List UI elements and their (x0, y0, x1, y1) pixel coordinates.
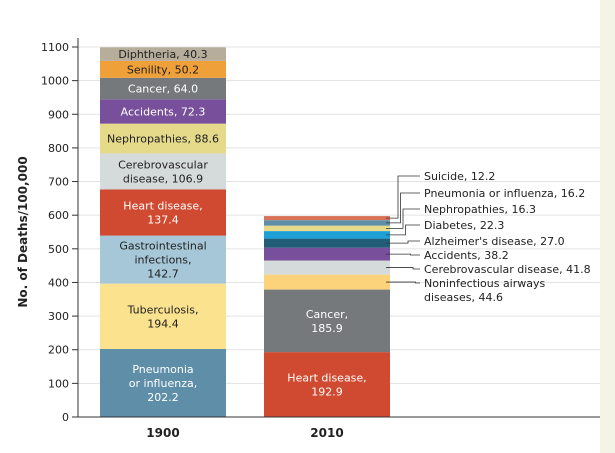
y-tick-label: 1100 (41, 41, 69, 54)
bar-segment (100, 123, 226, 154)
y-tick-label: 1000 (41, 75, 69, 88)
bar-segment (264, 220, 390, 226)
bars: Pneumonia or influenza, 202.2 Tuberculosis,… (100, 47, 390, 417)
bar-segment (100, 153, 226, 190)
bar-segment (100, 283, 226, 349)
callout-line (386, 175, 420, 219)
bar-segment (100, 189, 226, 236)
segment-label: Heart disease, 137.4 (123, 199, 202, 226)
segment-label: Gastrointestinal infections, 142.7 (119, 240, 206, 281)
segment-label: Diphtheria, 40.3 (118, 48, 207, 61)
bar-segment (264, 289, 390, 353)
bar-segment (264, 274, 390, 290)
callout-label: Nephropathies, 16.3 (424, 203, 536, 216)
bar-segment (264, 260, 390, 275)
callout-line (386, 240, 420, 244)
bar-segment (264, 231, 390, 239)
callout-line (386, 224, 420, 236)
bar-segment (100, 77, 226, 100)
segment-label: Nephropathies, 88.6 (107, 133, 219, 146)
axes: 0 100 200 300 400 500 600 700 800 900 1000 1100 1900… (41, 38, 600, 440)
bar-segment (100, 60, 226, 78)
bar-segment (264, 216, 390, 221)
callout-label: Accidents, 38.2 (424, 249, 509, 262)
y-tick-label: 100 (48, 377, 69, 390)
y-tick-label: 900 (48, 108, 69, 121)
callout-label: Pneumonia or influenza, 16.2 (424, 187, 585, 200)
right-margin (600, 0, 615, 453)
callout-line (386, 281, 420, 284)
segment-label: Heart disease, 192.9 (287, 372, 366, 399)
bar-segment (100, 348, 226, 417)
segment-label: Accidents, 72.3 (121, 105, 206, 118)
y-tick-label: 0 (62, 411, 69, 424)
segment-label: Cerebrovascular disease, 106.9 (118, 158, 208, 185)
y-axis-label: No. of Deaths/100,000 (16, 156, 30, 307)
y-tick-label: 500 (48, 243, 69, 256)
bar-segment (100, 235, 226, 284)
segment-label: Cancer, 64.0 (128, 83, 198, 96)
callout-line (386, 267, 420, 270)
segment-label: Pneumonia or influenza, 202.2 (129, 363, 197, 404)
callout-label: Alzheimer's disease, 27.0 (424, 235, 565, 248)
x-tick-label: 2010 (310, 426, 343, 440)
segment-label: Cancer, 185.9 (306, 308, 348, 335)
bar-segment (264, 352, 390, 417)
y-tick-label: 400 (48, 276, 69, 289)
segment-label: Tuberculosis, 194.4 (127, 303, 199, 330)
y-tick-label: 200 (48, 344, 69, 357)
y-tick-label: 800 (48, 142, 69, 155)
callout-label: Cerebrovascular disease, 41.8 (424, 263, 591, 276)
y-tick-label: 600 (48, 209, 69, 222)
bar-segment (264, 225, 390, 232)
bar-segment (264, 247, 390, 261)
x-tick-label: 1900 (146, 426, 179, 440)
bar-segment (100, 99, 226, 124)
callout-label: Suicide, 12.2 (424, 170, 495, 183)
callout-line (386, 208, 420, 229)
callout-line (386, 192, 420, 224)
segment-label: Senility, 50.2 (127, 63, 199, 76)
bar-segment (100, 47, 226, 61)
bar-segment (264, 238, 390, 248)
callout-label: Diabetes, 22.3 (424, 219, 504, 232)
callouts: Noninfectious airways diseases, 44.6Cereb… (386, 170, 591, 304)
callout-label: Noninfectious airways diseases, 44.6 (424, 277, 546, 304)
callout-line (386, 253, 420, 256)
y-tick-label: 300 (48, 310, 69, 323)
y-tick-label: 700 (48, 176, 69, 189)
